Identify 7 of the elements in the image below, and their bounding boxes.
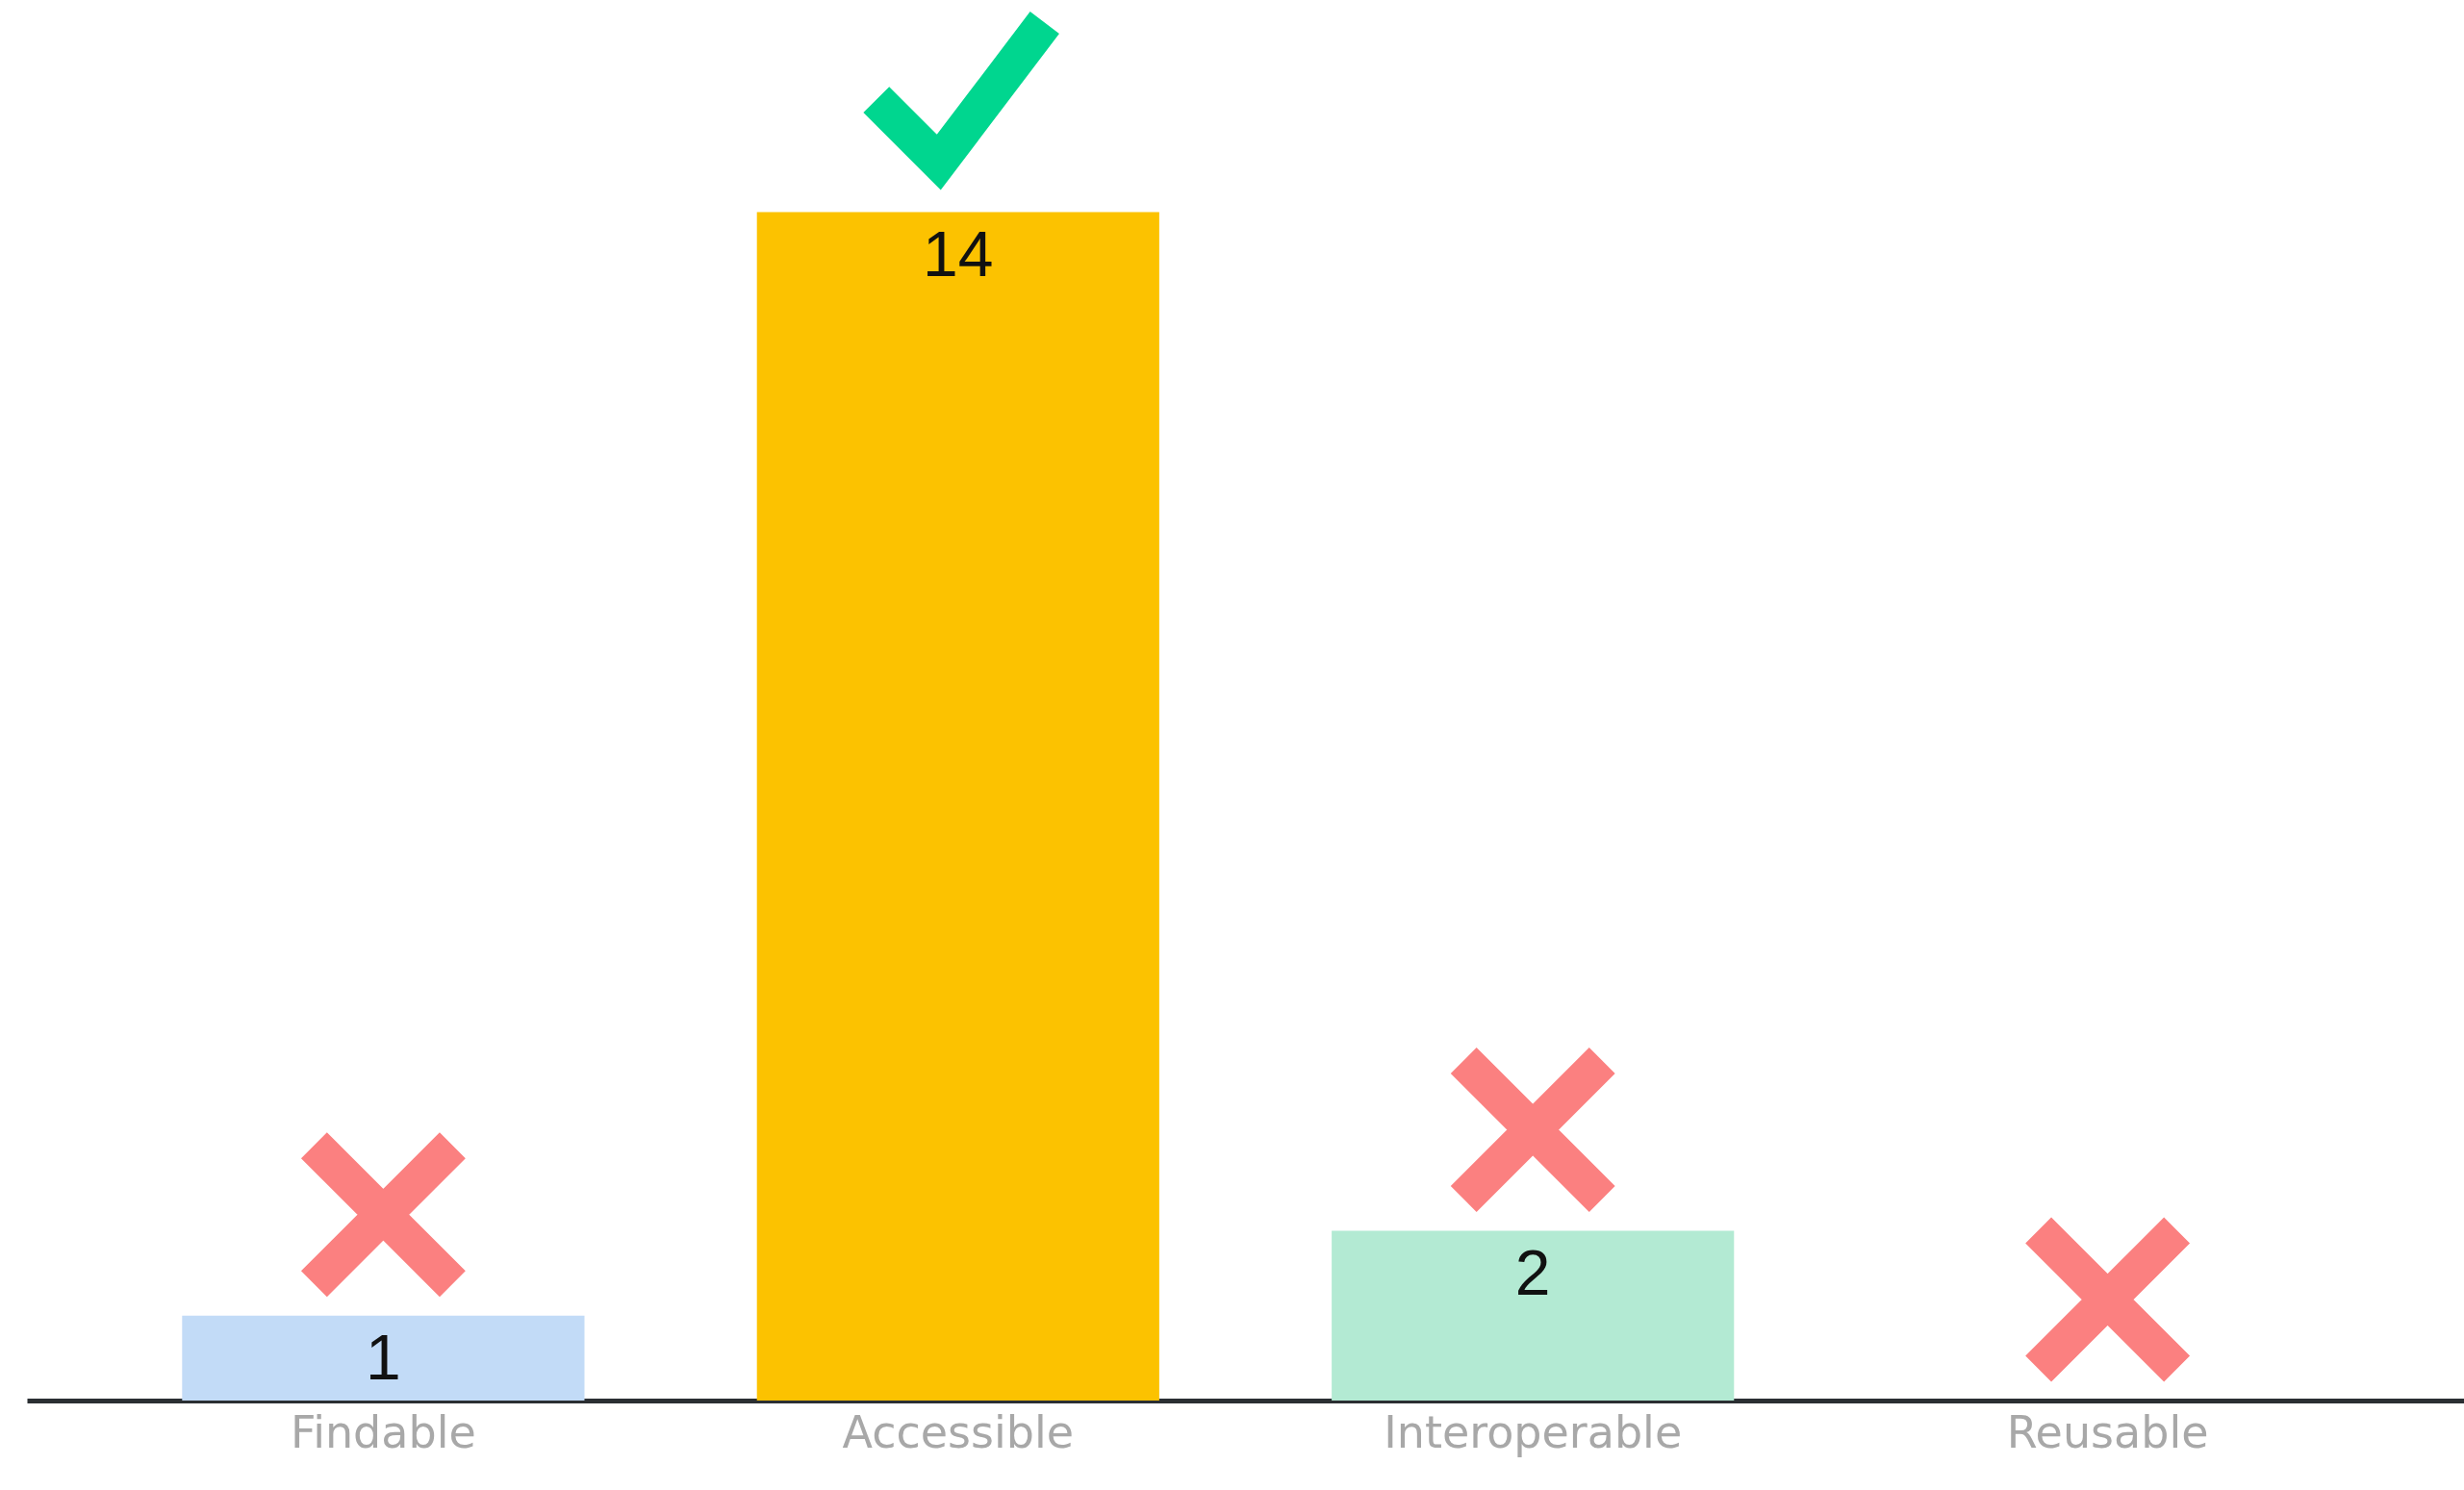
data-label: 14	[923, 217, 994, 290]
data-label: 2	[1514, 1236, 1551, 1308]
x-tick-label: Interoperable	[1384, 1405, 1683, 1458]
data-label: 1	[366, 1321, 401, 1393]
x-tick-label: Accessible	[842, 1405, 1075, 1458]
x-tick-label: Findable	[291, 1405, 476, 1458]
x-tick-label: Reusable	[2006, 1405, 2209, 1458]
